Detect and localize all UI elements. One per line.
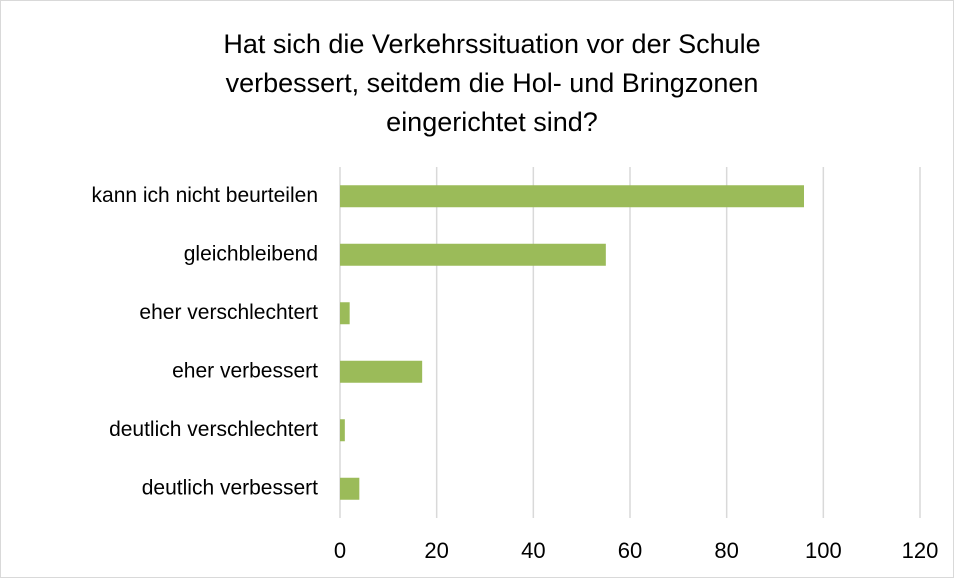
y-tick-label: kann ich nicht beurteilen — [92, 184, 318, 207]
x-tick-label: 100 — [805, 538, 842, 563]
chart-title: eingerichtet sind? — [386, 107, 598, 137]
x-tick-label: 60 — [618, 538, 642, 563]
bar — [340, 302, 350, 325]
x-tick-label: 40 — [521, 538, 545, 563]
x-tick-label: 0 — [334, 538, 346, 563]
bar — [340, 360, 423, 383]
y-tick-label: eher verschlechtert — [139, 301, 318, 324]
bar — [340, 419, 345, 442]
chart-title: verbessert, seitdem die Hol- und Bringzo… — [226, 68, 759, 98]
bar — [340, 243, 606, 266]
bar — [340, 185, 804, 208]
y-tick-label: gleichbleibend — [184, 242, 318, 265]
x-tick-label: 20 — [424, 538, 448, 563]
x-tick-label: 80 — [714, 538, 738, 563]
y-tick-label: deutlich verbessert — [142, 476, 318, 499]
x-tick-label: 120 — [902, 538, 939, 563]
chart-title: Hat sich die Verkehrssituation vor der S… — [223, 29, 760, 59]
y-tick-label: deutlich verschlechtert — [109, 418, 318, 441]
y-tick-label: eher verbessert — [172, 359, 318, 382]
bar — [340, 477, 360, 500]
